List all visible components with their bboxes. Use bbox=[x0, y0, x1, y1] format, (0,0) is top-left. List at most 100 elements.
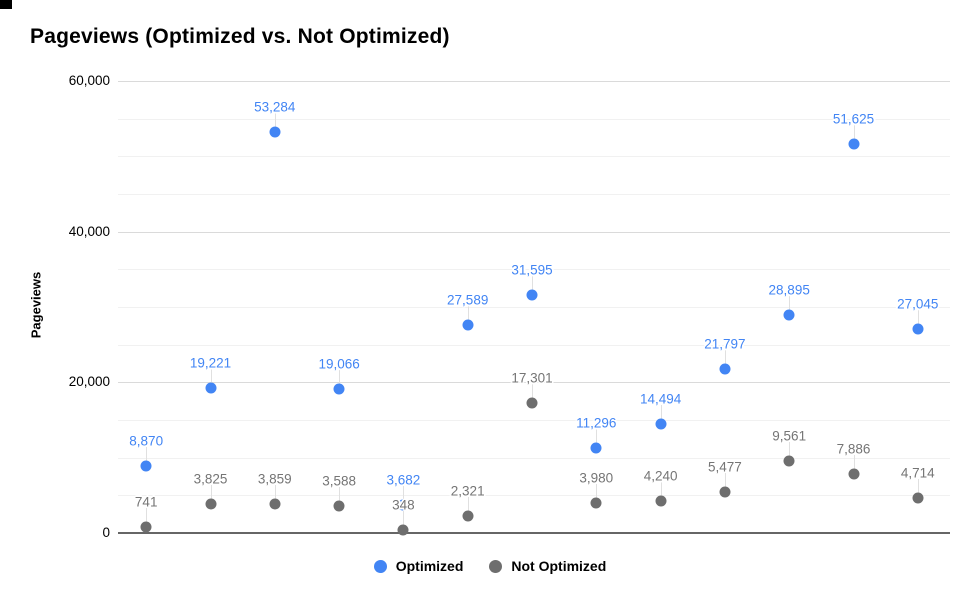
data-point-not-optimized[interactable] bbox=[397, 524, 409, 536]
leader-line bbox=[532, 383, 533, 403]
gridline-major bbox=[118, 81, 950, 82]
data-point-not-optimized[interactable] bbox=[333, 500, 345, 512]
data-point-not-optimized[interactable] bbox=[205, 498, 216, 510]
data-point-optimized[interactable] bbox=[205, 382, 216, 394]
legend-label-not-optimized: Not Optimized bbox=[511, 558, 607, 574]
data-point-optimized[interactable] bbox=[912, 323, 924, 335]
data-label-optimized: 27,589 bbox=[447, 292, 489, 308]
data-label-not-optimized: 3,859 bbox=[257, 471, 292, 487]
data-label-optimized: 3,682 bbox=[386, 472, 421, 488]
gridline-minor bbox=[118, 457, 950, 459]
leader-line bbox=[660, 482, 662, 502]
data-label-optimized: 19,066 bbox=[318, 356, 360, 372]
chart-title: Pageviews (Optimized vs. Not Optimized) bbox=[30, 25, 450, 48]
y-axis-title: Pageviews bbox=[28, 271, 44, 339]
gridline-minor bbox=[118, 344, 950, 346]
data-point-not-optimized[interactable] bbox=[719, 486, 731, 498]
data-point-optimized[interactable] bbox=[526, 289, 538, 301]
leader-line bbox=[789, 442, 791, 461]
data-label-not-optimized: 3,588 bbox=[322, 473, 356, 489]
gridline-major bbox=[118, 382, 950, 384]
data-label-optimized: 28,895 bbox=[768, 282, 810, 298]
leader-line bbox=[146, 508, 148, 528]
gridline-minor bbox=[118, 307, 950, 308]
data-label-not-optimized: 3,980 bbox=[579, 470, 614, 486]
data-point-optimized[interactable] bbox=[783, 309, 795, 321]
leader-line bbox=[917, 310, 919, 330]
data-label-not-optimized: 17,301 bbox=[511, 370, 553, 386]
data-point-optimized[interactable] bbox=[590, 442, 602, 454]
gridline-minor bbox=[118, 269, 950, 271]
gridline-minor bbox=[118, 420, 950, 421]
data-label-not-optimized: 741 bbox=[134, 494, 158, 510]
legend-label-optimized: Optimized bbox=[395, 558, 464, 574]
y-tick-label: 40,000 bbox=[68, 223, 110, 239]
data-point-optimized[interactable] bbox=[397, 499, 409, 511]
leader-line bbox=[210, 369, 212, 389]
gridline-minor bbox=[118, 118, 950, 120]
leader-line bbox=[403, 486, 405, 506]
leader-line bbox=[724, 349, 726, 369]
leader-line bbox=[403, 511, 405, 531]
leader-line bbox=[339, 370, 341, 390]
leader-line bbox=[596, 484, 598, 503]
data-label-not-optimized: 4,714 bbox=[900, 465, 935, 480]
gridline-minor bbox=[118, 194, 950, 195]
data-label-optimized: 51,625 bbox=[832, 111, 875, 127]
data-point-not-optimized[interactable] bbox=[269, 498, 281, 510]
leader-line bbox=[339, 487, 341, 506]
data-label-not-optimized: 348 bbox=[392, 497, 415, 513]
gridline-minor bbox=[118, 495, 950, 497]
legend-item-optimized: Optimized bbox=[373, 558, 464, 574]
data-point-optimized[interactable] bbox=[462, 319, 474, 331]
data-label-not-optimized: 7,886 bbox=[836, 441, 871, 457]
leader-line bbox=[467, 496, 469, 516]
data-point-optimized[interactable] bbox=[333, 383, 345, 395]
leader-line bbox=[467, 306, 469, 326]
leader-line bbox=[274, 112, 276, 132]
y-tick-label: 20,000 bbox=[68, 374, 110, 390]
leader-line bbox=[274, 484, 276, 504]
data-label-optimized: 53,284 bbox=[254, 99, 296, 115]
data-label-optimized: 19,221 bbox=[189, 355, 232, 371]
legend-swatch-not-optimized bbox=[489, 559, 503, 573]
data-point-not-optimized[interactable] bbox=[655, 495, 667, 507]
x-axis-line bbox=[118, 532, 950, 534]
data-label-optimized: 27,045 bbox=[897, 296, 939, 312]
leader-line bbox=[853, 125, 855, 145]
data-point-not-optimized[interactable] bbox=[590, 497, 602, 509]
data-label-optimized: 21,797 bbox=[704, 336, 746, 352]
y-tick-label: 60,000 bbox=[68, 73, 110, 88]
data-point-not-optimized[interactable] bbox=[848, 468, 859, 480]
legend-item-not-optimized: Not Optimized bbox=[489, 558, 606, 574]
data-point-not-optimized[interactable] bbox=[783, 455, 795, 467]
data-label-optimized: 14,494 bbox=[639, 391, 682, 407]
gridline-minor bbox=[118, 156, 950, 158]
leader-line bbox=[210, 485, 212, 505]
data-point-not-optimized[interactable] bbox=[462, 510, 474, 521]
gridline-major bbox=[118, 231, 950, 233]
data-label-not-optimized: 3,825 bbox=[193, 471, 228, 487]
leader-line bbox=[146, 447, 148, 467]
data-label-optimized: 31,595 bbox=[511, 262, 553, 278]
data-label-not-optimized: 9,561 bbox=[772, 428, 807, 444]
data-point-optimized[interactable] bbox=[655, 418, 667, 430]
data-label-not-optimized: 2,321 bbox=[450, 483, 485, 498]
data-point-optimized[interactable] bbox=[848, 138, 859, 150]
data-point-optimized[interactable] bbox=[719, 363, 731, 375]
data-point-optimized[interactable] bbox=[269, 126, 281, 138]
leader-line bbox=[596, 428, 598, 448]
data-label-optimized: 8,870 bbox=[129, 433, 164, 449]
leader-line bbox=[724, 472, 726, 492]
leader-line bbox=[660, 404, 662, 424]
leader-line bbox=[532, 276, 533, 295]
data-point-not-optimized[interactable] bbox=[140, 521, 152, 533]
data-label-not-optimized: 5,477 bbox=[707, 459, 742, 475]
data-point-optimized[interactable] bbox=[140, 460, 152, 472]
data-label-optimized: 11,296 bbox=[576, 415, 617, 431]
legend-swatch-optimized bbox=[373, 559, 387, 573]
data-point-not-optimized[interactable] bbox=[526, 397, 538, 409]
data-point-not-optimized[interactable] bbox=[912, 492, 924, 503]
leader-line bbox=[853, 454, 855, 474]
